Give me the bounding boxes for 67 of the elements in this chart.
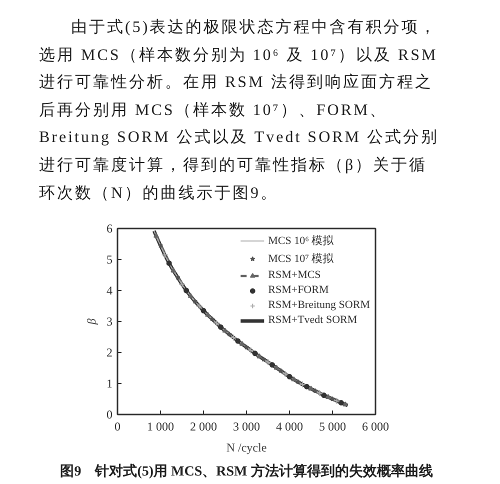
point [252,350,258,356]
legend-label: MCS 10⁶ 模拟 [268,234,334,248]
y-tick-label: 3 [106,314,112,328]
point [212,320,220,327]
point [308,386,314,391]
point [175,274,180,280]
point [188,292,194,298]
text: 图9 针对式(5)用 MCS、RSM 方法计算得到的失效概率曲线 [60,462,433,480]
y-tick-label: 4 [106,284,112,298]
point [264,358,272,366]
point [298,380,306,388]
y-tick-label: 0 [106,408,112,422]
legend-label: MCS 10⁷ 模拟 [268,252,334,266]
legend-label: RSM+Breitung SORM [268,299,370,311]
point [235,338,241,344]
point [244,344,250,350]
x-tick-label: 4 000 [276,420,303,434]
point [291,376,297,382]
point [278,368,284,374]
x-tick-label: 5 000 [319,420,346,434]
x-tick-label: 6 000 [362,420,389,434]
point [295,379,301,384]
point [239,341,245,346]
point [230,334,238,342]
point [226,331,232,337]
point [153,232,159,238]
point [312,388,318,394]
point [316,390,324,397]
point [274,364,280,370]
point [261,356,266,362]
point [158,242,164,248]
point [205,312,211,317]
y-tick-label: 2 [106,346,112,360]
x-tick-label: 3 000 [233,420,260,434]
point [286,374,292,380]
point [247,346,254,354]
point [209,316,215,322]
legend-label: RSM+Tvedt SORM [268,314,358,326]
y-axis-title: β [84,318,98,326]
point [192,298,198,304]
point [196,302,203,310]
y-tick-label: 6 [106,222,112,236]
legend-label: RSM+FORM [268,284,329,296]
point [161,251,168,258]
point [304,384,310,390]
point [342,401,348,406]
point [270,362,276,368]
x-tick-label: 1 000 [147,420,174,434]
legend-label: RSM+MCS [268,269,321,281]
point [282,370,289,378]
point [170,268,176,272]
point [338,400,344,406]
point [200,308,206,314]
point [256,353,262,358]
point [218,324,224,330]
point [178,280,186,288]
point [222,328,228,333]
y-tick-label: 5 [106,252,112,266]
point [321,392,327,398]
y-tick-label: 1 [106,376,112,390]
x-tick-label: 2 000 [190,420,217,434]
x-axis-title: N /cycle [226,440,267,454]
point [166,260,172,266]
text: 由于式(5)表达的极限状态方程中含有积分项，选用 MCS（样本数分别为 10⁶ 及 10⁷）以及 RSM 进行可靠性分析。在用 RSM 法得到响应面方程之后再分别用 MCS（样本数 10⁷）、FORM、Breitung SORM 公式以及 Tvedt SORM 公式分别进行可靠度计算，得到的可靠性指标（β）关于循环次数（N）的曲线示于图9。 [39,18,440,204]
point [333,397,340,404]
point [325,394,331,399]
point [184,288,190,294]
